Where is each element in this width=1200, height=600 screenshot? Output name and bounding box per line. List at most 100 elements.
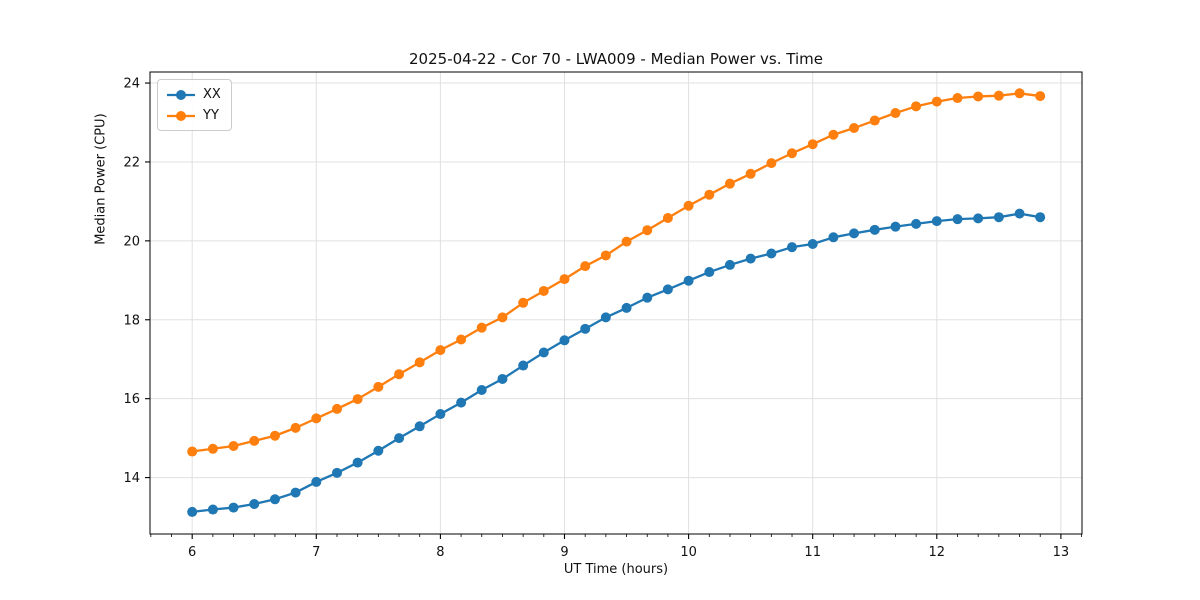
y-tick-label: 24: [123, 77, 140, 92]
data-point-xx: [538, 347, 549, 358]
data-point-xx: [435, 409, 446, 420]
data-point-yy: [621, 236, 632, 247]
data-point-yy: [849, 123, 860, 134]
data-point-xx: [352, 457, 363, 468]
data-point-xx: [911, 218, 922, 229]
data-point-yy: [435, 345, 446, 356]
x-tick-label: 6: [188, 545, 196, 560]
legend-label: XX: [203, 87, 221, 102]
data-point-xx: [724, 259, 735, 270]
data-point-xx: [580, 323, 591, 334]
data-point-yy: [538, 285, 549, 296]
data-point-yy: [911, 101, 922, 112]
data-point-yy: [311, 413, 322, 424]
data-point-yy: [683, 200, 694, 211]
data-point-yy: [207, 443, 218, 454]
data-point-xx: [952, 214, 963, 225]
data-point-yy: [456, 334, 467, 345]
data-point-yy: [973, 91, 984, 102]
data-point-xx: [249, 499, 260, 510]
data-point-yy: [580, 261, 591, 272]
data-point-yy: [518, 297, 529, 308]
data-point-xx: [394, 433, 405, 444]
data-point-xx: [290, 487, 301, 498]
data-point-yy: [745, 168, 756, 179]
data-point-xx: [476, 384, 487, 395]
data-point-xx: [993, 212, 1004, 223]
data-point-yy: [993, 90, 1004, 101]
data-point-yy: [869, 115, 880, 126]
data-point-yy: [1014, 88, 1025, 99]
data-point-xx: [497, 373, 508, 384]
data-point-yy: [1035, 91, 1046, 102]
data-point-xx: [373, 445, 384, 456]
y-axis-label: Median Power (CPU): [93, 113, 109, 245]
legend-item-xx: XX: [166, 85, 221, 104]
data-point-xx: [207, 504, 218, 515]
y-tick-label: 20: [123, 234, 140, 249]
data-point-yy: [414, 357, 425, 368]
data-point-xx: [642, 292, 653, 303]
x-tick-label: 8: [436, 545, 444, 560]
data-point-xx: [766, 248, 777, 259]
legend-line-marker-icon: [167, 110, 195, 121]
y-tick-label: 18: [123, 313, 140, 328]
data-point-yy: [724, 178, 735, 189]
data-point-xx: [786, 242, 797, 253]
data-point-yy: [269, 430, 280, 441]
data-point-yy: [786, 148, 797, 159]
x-tick-label: 7: [312, 545, 320, 560]
data-point-xx: [1035, 212, 1046, 223]
data-point-yy: [807, 139, 818, 150]
x-tick-label: 12: [929, 545, 946, 560]
legend-line-marker-icon: [167, 89, 195, 100]
data-point-yy: [890, 108, 901, 119]
data-point-yy: [642, 225, 653, 236]
x-tick-label: 10: [680, 545, 697, 560]
data-point-yy: [187, 446, 198, 457]
data-point-xx: [414, 421, 425, 432]
data-point-xx: [332, 467, 343, 478]
data-point-xx: [931, 216, 942, 227]
data-point-yy: [394, 369, 405, 380]
data-point-xx: [187, 506, 198, 517]
legend-label: YY: [203, 108, 219, 123]
data-point-yy: [559, 274, 570, 285]
data-point-yy: [828, 129, 839, 140]
data-point-xx: [600, 312, 611, 323]
series-line-xx: [192, 212, 1041, 514]
data-point-xx: [973, 213, 984, 224]
y-tick-label: 22: [123, 155, 140, 170]
data-point-yy: [373, 381, 384, 392]
data-point-yy: [228, 441, 239, 452]
axes-spines: [149, 71, 1083, 535]
data-point-yy: [600, 250, 611, 261]
x-tick-label: 11: [804, 545, 821, 560]
data-point-xx: [662, 284, 673, 295]
data-point-xx: [228, 502, 239, 513]
data-point-xx: [311, 476, 322, 487]
data-point-xx: [269, 494, 280, 505]
data-point-yy: [332, 403, 343, 414]
data-point-xx: [745, 253, 756, 264]
data-point-yy: [352, 394, 363, 405]
data-point-yy: [766, 158, 777, 169]
data-point-yy: [704, 189, 715, 200]
data-point-yy: [931, 96, 942, 107]
legend: XX YY: [157, 79, 232, 131]
data-point-yy: [662, 212, 673, 223]
data-point-xx: [828, 232, 839, 243]
x-tick-label: 13: [1053, 545, 1070, 560]
series-line-yy: [192, 92, 1041, 453]
data-point-xx: [807, 239, 818, 250]
data-point-xx: [683, 275, 694, 286]
data-point-xx: [704, 267, 715, 278]
data-point-xx: [456, 397, 467, 408]
data-point-xx: [890, 221, 901, 232]
data-point-xx: [621, 302, 632, 313]
legend-item-yy: YY: [166, 106, 221, 125]
data-point-xx: [849, 228, 860, 239]
data-point-xx: [518, 360, 529, 371]
data-point-xx: [869, 224, 880, 235]
